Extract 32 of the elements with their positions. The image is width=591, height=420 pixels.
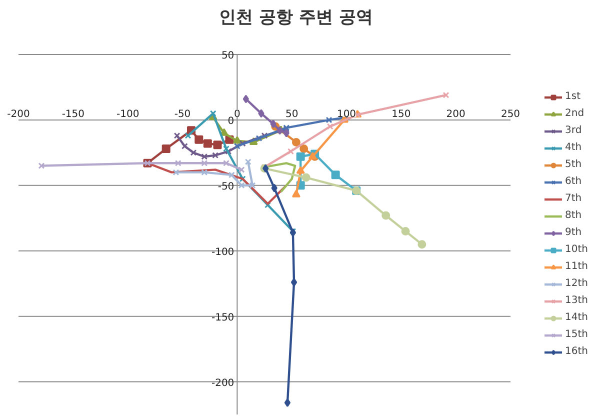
legend-label: 4th (565, 142, 583, 153)
legend-label: 9th (565, 227, 583, 238)
x-tick-label: -50 (174, 108, 191, 120)
legend-label: 1st (565, 91, 582, 102)
legend-label: 15th (565, 329, 588, 340)
legend-label: 5th (565, 159, 583, 170)
y-tick-label: -200 (211, 378, 234, 389)
x-tick-label: 250 (500, 108, 520, 120)
x-tick-label: 50 (285, 108, 298, 120)
y-tick-label: -50 (218, 181, 234, 192)
x-tick-label: -100 (116, 108, 140, 120)
x-tick-label: 200 (446, 108, 466, 120)
x-tick-label: 100 (336, 108, 356, 120)
legend-label: 7th (565, 193, 583, 204)
x-tick-label: 150 (392, 108, 411, 120)
y-tick-label: -100 (211, 246, 234, 258)
y-tick-label: 50 (221, 50, 234, 62)
legend-label: 14th (565, 312, 588, 323)
legend-label: 11th (565, 261, 588, 272)
chart-title: 인천 공항 주변 공역 (219, 8, 373, 28)
legend-label: 12th (565, 278, 588, 289)
legend-label: 13th (565, 295, 588, 306)
legend-label: 8th (565, 210, 583, 221)
legend-label: 2nd (565, 108, 586, 119)
legend-label: 10th (565, 244, 588, 255)
x-tick-label: -200 (7, 108, 30, 120)
x-tick-label: -150 (62, 108, 85, 120)
legend-label: 6th (565, 176, 583, 187)
legend-label: 3rd (565, 125, 583, 136)
y-tick-label: 0 (228, 116, 234, 127)
legend-label: 16th (565, 346, 588, 357)
y-tick-label: -150 (211, 312, 234, 324)
